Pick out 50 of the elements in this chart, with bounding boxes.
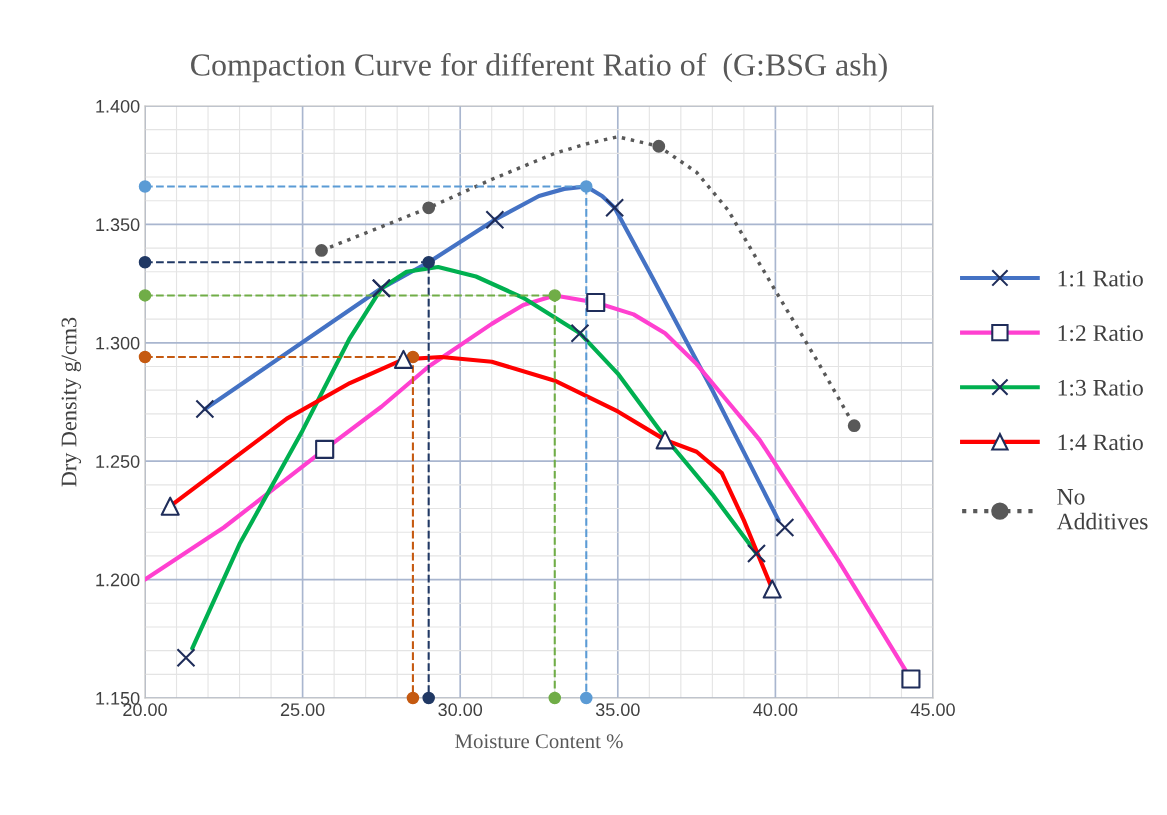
x-tick-label: 40.00 xyxy=(753,703,798,717)
point xyxy=(605,198,625,218)
point xyxy=(138,256,152,269)
x-tick-label: 35.00 xyxy=(595,703,640,717)
point xyxy=(580,180,593,193)
point xyxy=(762,579,782,599)
x-tick-label: 25.00 xyxy=(280,703,325,717)
x-tick-label: 45.00 xyxy=(910,703,955,717)
y-tick-label: 1.250 xyxy=(96,455,140,468)
point xyxy=(655,430,675,450)
point xyxy=(847,419,861,433)
point xyxy=(422,201,436,215)
point xyxy=(775,517,795,538)
point xyxy=(160,496,180,516)
x-axis-title: Moisture Content % xyxy=(455,734,623,749)
point xyxy=(580,691,593,705)
y-tick-label: 1.350 xyxy=(96,218,140,232)
point xyxy=(138,180,152,193)
point xyxy=(406,691,420,705)
legend-label: No Additives xyxy=(1056,489,1148,530)
y-tick-label: 1.200 xyxy=(96,573,140,587)
point xyxy=(570,323,590,343)
point xyxy=(901,669,921,689)
point xyxy=(485,210,505,230)
legend-label: 1:1 Ratio xyxy=(1058,270,1143,287)
point xyxy=(406,350,420,364)
point xyxy=(393,349,414,369)
point xyxy=(195,399,215,419)
point xyxy=(138,350,152,364)
x-tick-label: 20.00 xyxy=(123,703,167,717)
point xyxy=(315,244,328,257)
point xyxy=(422,256,435,269)
legend-label: 1:2 Ratio xyxy=(1058,325,1143,342)
point xyxy=(652,139,666,153)
point xyxy=(176,648,196,668)
point xyxy=(138,289,152,302)
x-tick-label: 30.00 xyxy=(438,703,483,717)
point xyxy=(586,293,606,313)
chart-title: Compaction Curve for different Ratio of (G:BSG ash) xyxy=(191,52,887,83)
point xyxy=(548,691,562,705)
point xyxy=(315,439,335,459)
legend-label: 1:4 Ratio xyxy=(1058,434,1143,451)
y-tick-label: 1.300 xyxy=(96,336,140,350)
y-tick-label: 1.150 xyxy=(96,691,140,705)
point xyxy=(422,691,435,705)
legend-label: 1:3 Ratio xyxy=(1058,379,1143,396)
y-tick-label: 1.400 xyxy=(96,99,140,113)
y-axis-title: Dry Density g/cm3 xyxy=(61,317,82,487)
point xyxy=(746,544,767,564)
point xyxy=(548,289,562,302)
